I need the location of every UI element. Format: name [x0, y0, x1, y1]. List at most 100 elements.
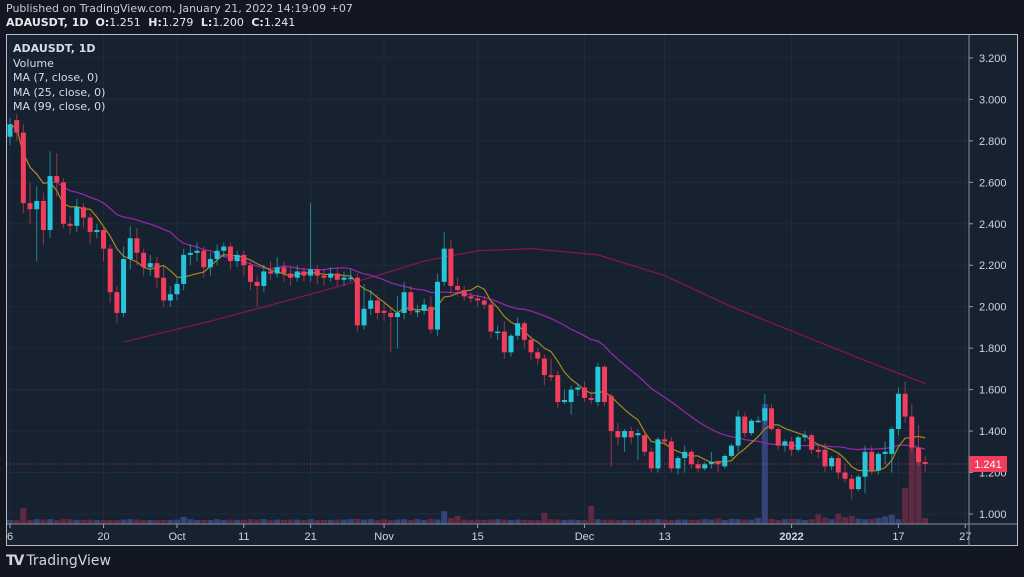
candle-down: [154, 256, 160, 289]
volume-bar: [741, 519, 748, 524]
candle-up: [435, 273, 441, 336]
ohlc-header: ADAUSDT, 1D O:1.251 H:1.279 L:1.200 C:1.…: [6, 16, 299, 29]
candle-up: [294, 265, 300, 282]
volume-bar: [708, 519, 715, 524]
volume-bar: [768, 518, 775, 524]
legend-ma7[interactable]: MA (7, close, 0): [13, 71, 99, 84]
candle-body: [642, 435, 648, 452]
candle-body: [321, 275, 327, 278]
volume-bar: [641, 519, 648, 524]
candle-body: [354, 277, 360, 326]
volume-bar: [501, 519, 508, 524]
volume-bar: [401, 519, 408, 524]
x-tick-label: 20: [97, 531, 109, 543]
candle-body: [782, 441, 788, 446]
volume-bar: [73, 520, 80, 524]
candle-up: [708, 451, 714, 469]
candle-up: [187, 244, 193, 266]
volume-bar: [267, 520, 274, 524]
candle-body: [414, 310, 420, 313]
candle-down: [241, 250, 247, 276]
chart-legend: ADAUSDT, 1D Volume MA (7, close, 0) MA (…: [13, 42, 105, 115]
candle-body: [20, 132, 26, 204]
candle-down: [80, 203, 86, 228]
volume-bar: [247, 519, 254, 524]
legend-ma99[interactable]: MA (99, close, 0): [13, 100, 106, 113]
candle-body: [348, 277, 354, 280]
volume-bar: [194, 520, 201, 524]
candle-up: [368, 290, 374, 315]
candle-body: [488, 304, 494, 332]
y-tick-label: 2.400: [979, 219, 1007, 231]
volume-bar: [174, 519, 180, 524]
volume-bar: [421, 520, 428, 524]
legend-symbol[interactable]: ADAUSDT, 1D: [13, 42, 96, 55]
candle-body: [622, 431, 628, 438]
brand-name[interactable]: TradingView: [26, 553, 111, 569]
candle-up: [795, 435, 801, 452]
candle-body: [114, 292, 120, 313]
candle-up: [274, 256, 280, 278]
candle-down: [54, 153, 60, 197]
volume-bar: [80, 520, 87, 524]
candle-body: [555, 375, 561, 403]
candle-body: [635, 433, 641, 436]
candle-body: [675, 458, 681, 469]
volume-bar: [681, 519, 688, 524]
candle-up: [308, 203, 314, 282]
volume-bar: [548, 519, 555, 524]
volume-bar: [394, 519, 401, 524]
legend-volume[interactable]: Volume: [13, 56, 54, 70]
candle-down: [20, 124, 26, 214]
candle-body: [608, 395, 614, 432]
candle-body: [161, 277, 167, 301]
volume-bar: [541, 512, 548, 524]
candle-down: [849, 474, 855, 500]
candle-body: [421, 304, 427, 311]
candle-up: [214, 244, 220, 266]
y-tick-label: 3.000: [979, 94, 1007, 106]
candle-up: [261, 265, 267, 293]
candle-body: [882, 451, 888, 454]
candle-up: [561, 389, 567, 405]
tradingview-logo-icon[interactable]: TV: [6, 553, 24, 569]
candle-down: [902, 381, 908, 423]
plot-area: [7, 35, 968, 524]
candle-down: [535, 348, 541, 365]
candle-up: [394, 296, 400, 349]
candle-up: [221, 242, 227, 257]
candle-up: [635, 429, 641, 461]
volume-bar: [561, 520, 568, 524]
volume-bar: [781, 519, 788, 524]
candle-body: [515, 323, 521, 336]
volume-bar: [147, 520, 154, 524]
candle-down: [468, 292, 474, 303]
candle-body: [902, 393, 908, 417]
candle-down: [769, 404, 775, 432]
candle-down: [107, 244, 113, 303]
candle-body: [174, 283, 180, 295]
volume-bar: [795, 519, 802, 524]
candle-up: [675, 455, 681, 475]
candle-body: [702, 464, 708, 469]
volume-bar: [361, 519, 368, 524]
candle-up: [234, 250, 240, 268]
y-tick-label: 2.800: [979, 136, 1007, 148]
volume-bar: [608, 519, 615, 524]
low-label: L:: [200, 16, 213, 29]
volume-bar: [314, 520, 321, 524]
candle-up: [748, 418, 754, 436]
volume-bar: [341, 519, 347, 524]
candle-body: [648, 451, 654, 469]
candle-down: [662, 431, 668, 446]
legend-ma25[interactable]: MA (25, close, 0): [13, 85, 106, 99]
candle-body: [361, 308, 367, 326]
candle-body: [101, 229, 107, 249]
candle-up: [348, 269, 354, 282]
candle-body: [328, 273, 334, 278]
y-tick-label: 2.200: [979, 260, 1007, 272]
x-tick-label: 13: [659, 531, 671, 543]
volume-bar: [180, 516, 187, 524]
volume-bar: [588, 506, 595, 524]
